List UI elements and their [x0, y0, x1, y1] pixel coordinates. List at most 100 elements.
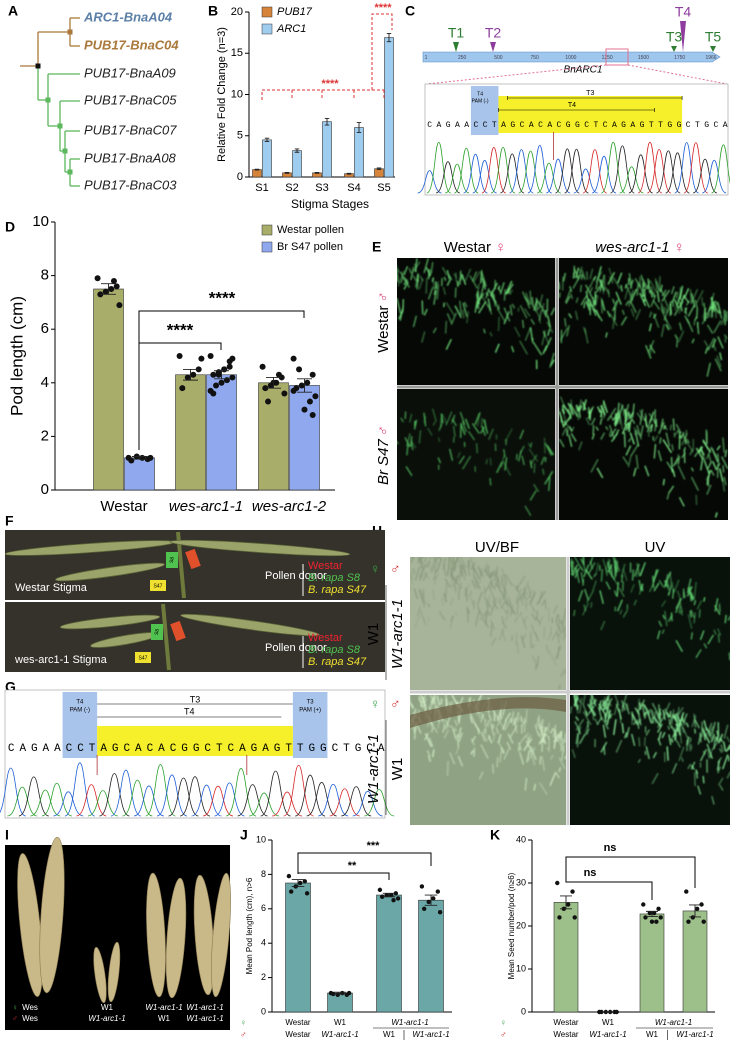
papilla: [521, 616, 528, 631]
papilla: [505, 574, 513, 587]
y-tick-label: 20: [516, 920, 526, 930]
legend-swatch: [261, 241, 273, 253]
papilla: [689, 289, 693, 304]
papilla: [719, 784, 724, 791]
panel-letter: I: [5, 827, 9, 843]
error-bar: [333, 991, 347, 995]
papilla: [423, 308, 428, 316]
y-tick-label: 8: [41, 267, 49, 284]
papilla: [459, 271, 463, 281]
papilla: [463, 570, 467, 575]
papilla: [441, 266, 448, 276]
papilla: [648, 583, 654, 593]
x-tick-label: Westar: [553, 1030, 579, 1039]
papilla: [456, 280, 459, 287]
papilla: [675, 423, 682, 434]
data-point: [229, 374, 236, 381]
label: Westar ♂: [375, 291, 392, 352]
label-part: ♀: [673, 239, 684, 256]
papilla: [678, 602, 682, 614]
trace-peak: [463, 153, 488, 194]
papilla: [606, 709, 612, 725]
papilla: [489, 601, 497, 616]
data-point: [210, 390, 217, 397]
data-point: [298, 382, 305, 389]
target-label: T3: [190, 694, 201, 704]
female-symbol: ♀: [12, 1003, 18, 1012]
papilla: [641, 583, 644, 592]
papilla: [503, 449, 506, 458]
papilla: [410, 585, 411, 592]
papilla: [610, 415, 614, 421]
papilla: [677, 330, 685, 343]
papilla: [416, 557, 423, 564]
papilla: [570, 564, 579, 576]
papilla: [649, 311, 653, 318]
papilla: [590, 417, 596, 426]
tree-leaf: PUB17-BnaC03: [84, 177, 177, 192]
papilla: [553, 736, 557, 749]
papilla: [699, 630, 705, 640]
legend-label: PUB17: [277, 6, 313, 18]
papilla: [536, 655, 540, 667]
trace-peak: [591, 155, 617, 194]
papilla: [470, 738, 475, 746]
papilla: [710, 297, 716, 312]
papilla: [622, 409, 625, 416]
papilla: [621, 309, 625, 316]
papilla: [515, 588, 523, 602]
papilla: [559, 730, 563, 739]
papilla: [631, 733, 636, 746]
papilla: [521, 319, 525, 329]
papilla: [516, 603, 519, 616]
label-part: Westar: [444, 239, 491, 256]
papilla: [403, 281, 409, 290]
papilla: [562, 411, 567, 421]
x-tick-label: wes-arc1-1: [169, 498, 243, 515]
papilla: [579, 565, 585, 573]
papilla: [635, 308, 642, 321]
papilla: [670, 738, 674, 743]
papilla: [397, 440, 399, 445]
papilla: [478, 568, 483, 584]
papilla: [658, 620, 663, 627]
papilla: [678, 322, 683, 331]
papilla: [624, 287, 629, 300]
papilla: [652, 575, 655, 589]
papilla: [492, 732, 496, 742]
papilla: [590, 706, 597, 716]
papilla: [659, 437, 662, 444]
papilla: [470, 561, 476, 570]
papilla: [445, 411, 453, 426]
papilla: [506, 741, 512, 750]
papilla: [666, 461, 676, 474]
papilla: [410, 266, 415, 281]
label: Westar ♀: [444, 239, 506, 256]
cross-label: W1-arc1-1: [145, 1003, 182, 1012]
papilla: [703, 312, 708, 321]
papilla: [622, 695, 628, 707]
papilla: [496, 461, 503, 474]
papilla: [485, 292, 489, 297]
papilla: [591, 433, 595, 440]
female-label: Westar: [285, 1018, 311, 1027]
papilla: [628, 412, 636, 425]
papilla: [663, 316, 672, 330]
papilla: [702, 775, 705, 784]
papilla: [726, 736, 730, 743]
papilla: [622, 609, 629, 618]
papilla: [457, 586, 460, 600]
papilla: [642, 294, 651, 308]
label-part: ♂: [375, 425, 392, 436]
tree-leaf: PUB17-BnaA08: [84, 150, 177, 165]
papilla: [515, 631, 518, 646]
papilla: [481, 425, 486, 436]
trace-peak: [0, 767, 26, 817]
cross-label: W1-arc1-1: [186, 1014, 223, 1023]
papilla: [706, 324, 714, 334]
x-tick-label: W1-arc1-1: [589, 1030, 626, 1039]
papilla: [400, 276, 404, 284]
papilla: [586, 590, 594, 604]
y-tick-label: 10: [516, 963, 526, 973]
papilla: [480, 426, 485, 434]
